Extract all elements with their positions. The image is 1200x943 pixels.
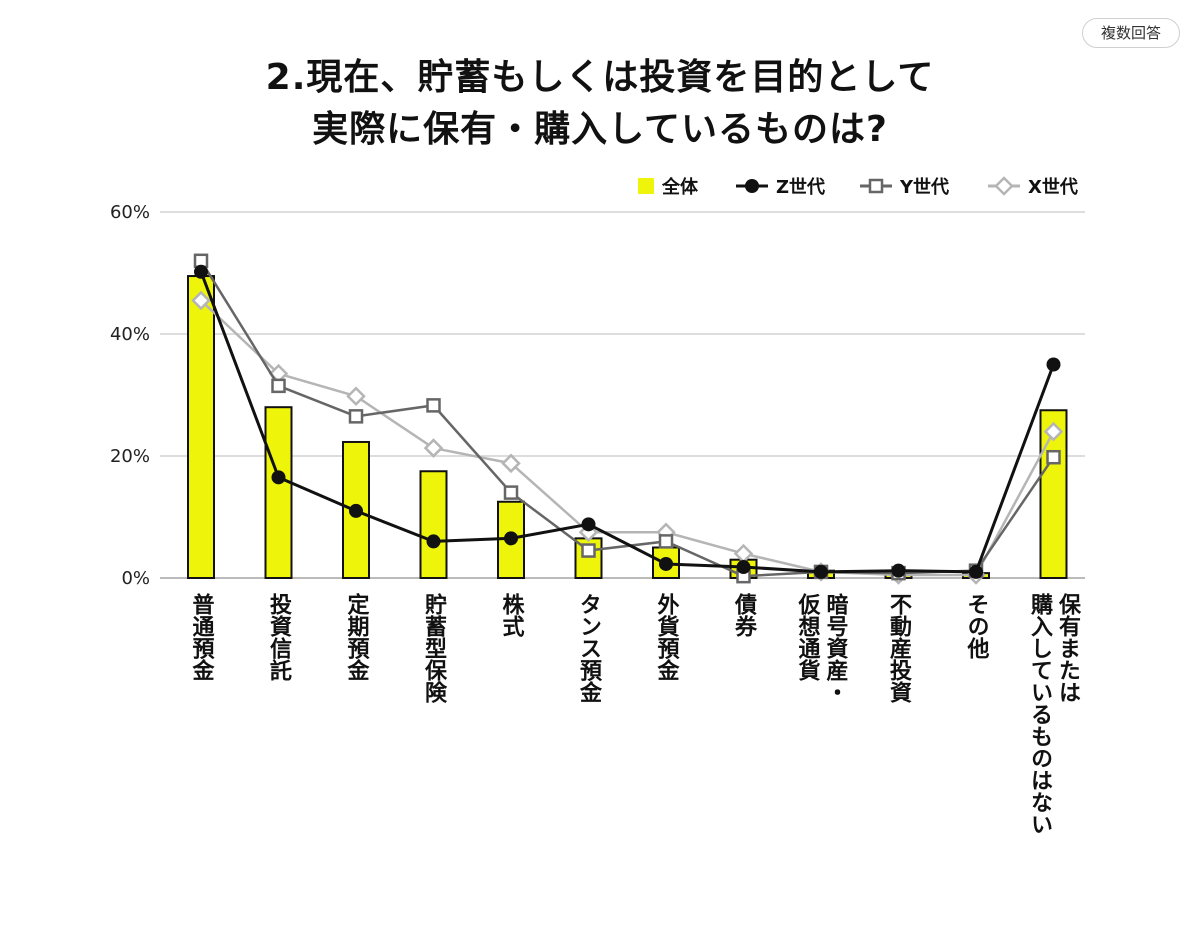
legend-label: 全体 [661,176,699,198]
category-label-continued: 仮想通貨 [795,593,822,682]
point [1046,357,1061,372]
legend-marker [868,178,884,194]
y-tick-label: 60% [110,202,150,223]
legend-label: Z世代 [776,177,825,198]
point [503,485,519,500]
point [504,531,518,546]
point [658,534,674,549]
y-tick-label: 20% [110,446,150,467]
point [501,453,521,474]
category-label: タンス預金 [576,593,603,703]
bar-1 [264,406,293,580]
category-label: 債券 [731,593,758,638]
point [348,409,364,424]
legend-swatch [638,178,654,194]
legend-item-Y世代: Y世代 [860,177,949,198]
bar-0 [187,275,215,579]
bar-3 [419,470,448,579]
point [891,563,906,578]
y-tick-label: 40% [110,324,150,345]
point [736,560,751,575]
chart-title-line-1: 2.現在、貯蓄もしくは投資を目的として [265,57,935,98]
series-Z世代 [194,264,1061,579]
category-label: その他 [964,593,991,659]
point [346,386,366,406]
category-label: 保有または [1055,593,1082,703]
point [423,438,444,458]
chart-title: 2.現在、貯蓄もしくは投資を目的として 実際に保有・購入しているものは? [0,52,1200,156]
point [271,378,286,394]
point [969,564,983,579]
category-label: 暗号資産・ [823,592,849,703]
multiple-answer-badge: 複数回答 [1082,18,1180,48]
point [426,398,441,413]
legend-item-Z世代: Z世代 [736,177,825,198]
series-X世代 [191,290,1064,585]
point [194,264,208,279]
point [191,290,211,311]
point [1046,449,1061,465]
point [349,503,363,518]
bar-11 [1039,409,1068,579]
legend-label: Y世代 [899,177,949,198]
point [426,534,441,549]
legend-marker [994,176,1014,196]
series-line [199,271,1055,574]
point [271,470,286,485]
point [581,517,596,532]
point [659,556,673,571]
category-label: 定期預金 [344,592,371,681]
legend-item-全体: 全体 [638,176,699,198]
legend-label: X世代 [1028,177,1078,198]
legend-marker [745,179,759,193]
category-label: 貯蓄型保険 [421,592,448,704]
category-label: 株式 [499,593,525,638]
y-tick-label: 0% [121,568,150,589]
legend-item-X世代: X世代 [988,176,1078,198]
category-label: 外貨預金 [654,592,681,681]
series-line [199,260,1055,578]
chart-title-line-2: 実際に保有・購入しているものは? [312,109,888,150]
point [814,564,828,579]
category-label-continued: 購入しているものはない [1027,593,1053,835]
point [581,543,596,558]
point [1043,421,1064,442]
series-line [200,299,1055,577]
category-label: 不動産投資 [886,593,912,704]
category-label: 普通預金 [189,592,216,681]
category-label: 投資信託 [266,593,292,681]
